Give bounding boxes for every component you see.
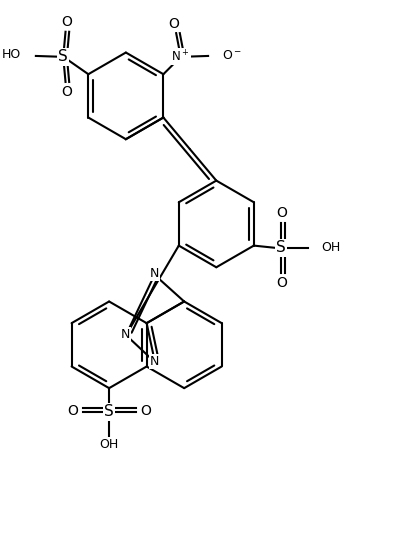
Text: S: S	[58, 50, 68, 64]
Text: O$^-$: O$^-$	[222, 50, 242, 62]
Text: O: O	[277, 276, 288, 290]
Text: N: N	[150, 268, 159, 280]
Text: O: O	[277, 206, 288, 220]
Text: S: S	[104, 405, 114, 419]
Text: S: S	[276, 240, 286, 255]
Text: OH: OH	[99, 438, 119, 451]
Text: O: O	[168, 17, 179, 30]
Text: O: O	[140, 403, 151, 417]
Text: O: O	[61, 85, 72, 99]
Text: N: N	[150, 355, 160, 368]
Text: O: O	[67, 403, 78, 417]
Text: N: N	[120, 328, 130, 341]
Text: HO: HO	[2, 48, 21, 61]
Text: N$^+$: N$^+$	[171, 49, 190, 64]
Text: OH: OH	[322, 241, 341, 254]
Text: O: O	[61, 15, 72, 29]
